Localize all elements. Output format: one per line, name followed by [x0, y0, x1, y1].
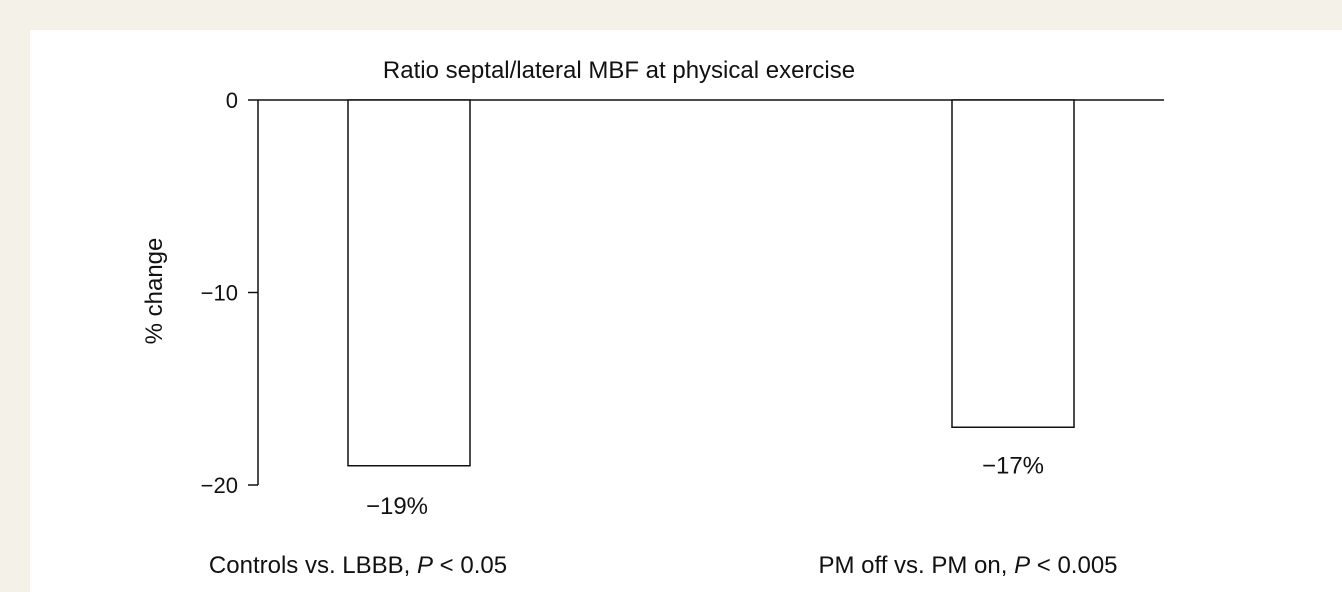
- chart-title: Ratio septal/lateral MBF at physical exe…: [383, 57, 855, 84]
- data-label-1: −19%: [366, 493, 428, 520]
- data-label-2: −17%: [982, 452, 1044, 479]
- bar-2: [951, 99, 1075, 428]
- category-label-1: Controls vs. LBBB, P < 0.05: [209, 552, 507, 579]
- chart-figure: Ratio septal/lateral MBF at physical exe…: [30, 30, 1342, 592]
- p-symbol: P: [1014, 552, 1030, 579]
- y-tick-label: −20: [201, 473, 238, 498]
- category-suffix: < 0.05: [433, 552, 507, 579]
- bar-1: [347, 99, 471, 467]
- category-label-2: PM off vs. PM on, P < 0.005: [818, 552, 1117, 579]
- category-prefix: PM off vs. PM on,: [818, 552, 1014, 579]
- p-symbol: P: [417, 552, 433, 579]
- y-axis-label: % change: [141, 238, 168, 345]
- category-prefix: Controls vs. LBBB,: [209, 552, 417, 579]
- bar-chart: Ratio septal/lateral MBF at physical exe…: [141, 57, 1164, 579]
- category-suffix: < 0.005: [1030, 552, 1117, 579]
- y-tick-label: 0: [226, 88, 238, 113]
- y-tick-label: −10: [201, 281, 238, 306]
